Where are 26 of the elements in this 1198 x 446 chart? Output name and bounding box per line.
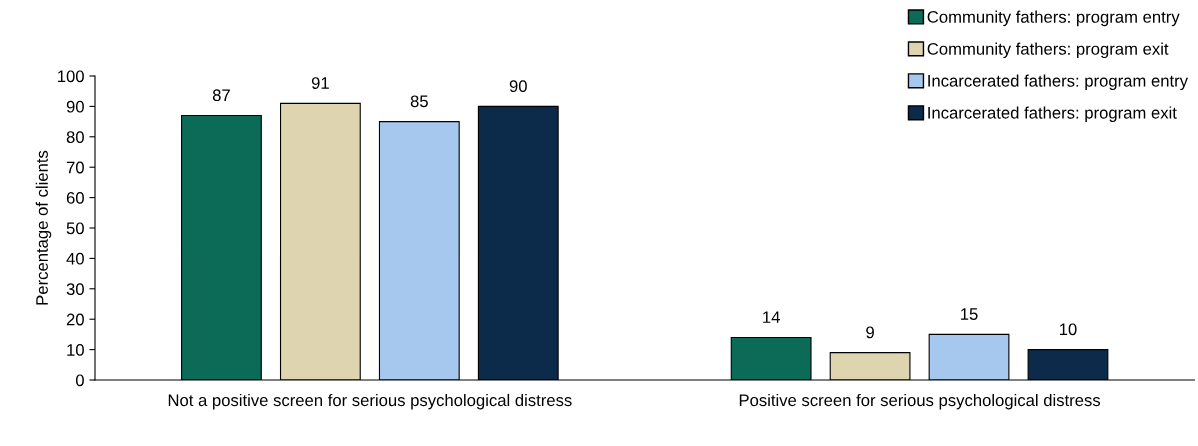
data-label: 85 — [410, 95, 428, 108]
x-tick-label: Positive screen for serious psychological distress — [739, 393, 1101, 410]
y-tick-label: 100 — [58, 70, 84, 83]
data-label: 91 — [311, 77, 329, 89]
y-tick-label: 40 — [66, 252, 84, 265]
y-tick-label: 10 — [67, 344, 84, 356]
x-tick-label: Not a positive screen for serious psychological distress — [168, 393, 572, 410]
y-tick-label: 0 — [75, 374, 84, 387]
y-tick-label: 30 — [66, 283, 84, 295]
y-tick-label: 50 — [66, 222, 84, 235]
data-label: 87 — [212, 89, 230, 102]
legend-label: Community fathers: program entry — [927, 10, 1180, 27]
legend-label: Community fathers: program exit — [927, 42, 1169, 59]
legend-label: Incarcerated fathers: program exit — [928, 106, 1177, 122]
data-label: 10 — [1059, 323, 1077, 336]
y-tick-label: 90 — [66, 100, 84, 113]
data-label: 15 — [961, 308, 978, 320]
y-tick-label: 20 — [66, 313, 84, 326]
y-tick-label: 60 — [66, 192, 84, 204]
data-label: 14 — [763, 311, 780, 323]
data-label: 9 — [866, 326, 874, 339]
y-axis-title: Percentage of clients — [35, 150, 52, 305]
y-tick-label: 70 — [66, 161, 84, 174]
legend-label: Incarcerated fathers: program entry — [928, 74, 1188, 91]
data-label: 90 — [509, 80, 527, 92]
y-tick-label: 80 — [66, 131, 84, 143]
